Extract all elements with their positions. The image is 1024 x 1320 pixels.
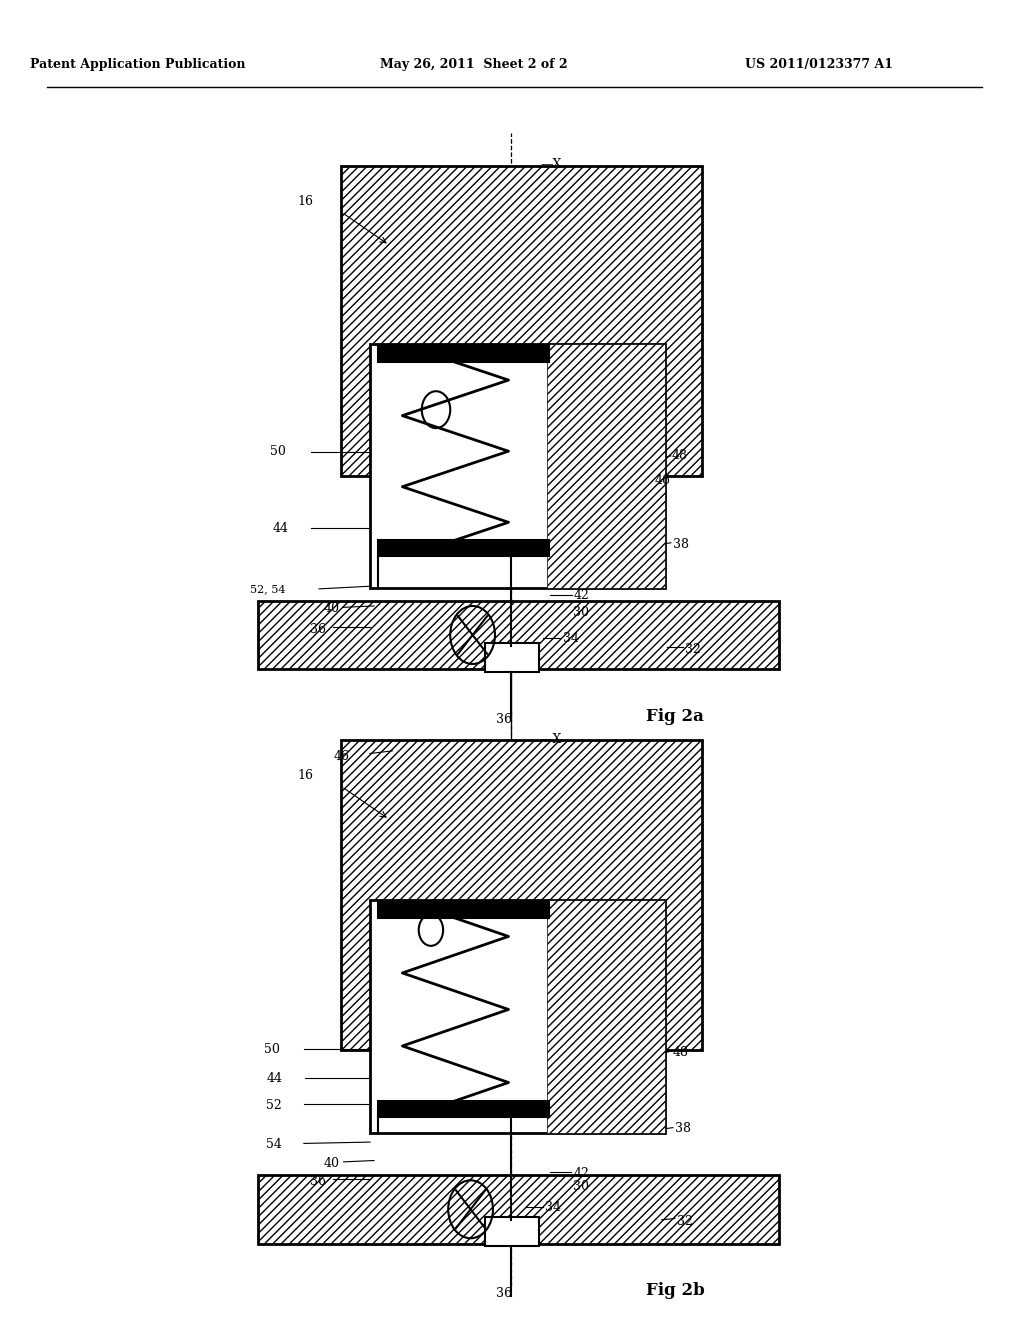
Text: 52: 52 xyxy=(266,1098,282,1111)
Text: 36: 36 xyxy=(496,1287,512,1300)
Text: 48: 48 xyxy=(673,1045,689,1059)
Text: 36: 36 xyxy=(496,713,512,726)
Text: 44: 44 xyxy=(272,521,289,535)
Bar xyxy=(370,345,665,587)
Text: 42: 42 xyxy=(573,1167,589,1180)
Bar xyxy=(370,900,665,1133)
Text: 50: 50 xyxy=(270,445,286,458)
Text: 50: 50 xyxy=(264,1043,281,1056)
Text: —X: —X xyxy=(541,733,562,746)
Text: 40: 40 xyxy=(324,1156,339,1170)
Text: 30: 30 xyxy=(573,606,589,619)
Bar xyxy=(258,601,778,669)
Bar xyxy=(547,345,665,587)
Text: 36: 36 xyxy=(310,623,326,636)
Text: 16: 16 xyxy=(298,195,313,209)
Text: 48: 48 xyxy=(672,449,688,462)
Text: 34: 34 xyxy=(545,1201,561,1214)
Bar xyxy=(484,643,539,672)
Text: 46: 46 xyxy=(654,474,671,487)
Text: Fig 2b: Fig 2b xyxy=(646,1283,706,1299)
Bar xyxy=(378,902,549,919)
Text: Fig 2a: Fig 2a xyxy=(646,708,705,725)
Text: Patent Application Publication: Patent Application Publication xyxy=(31,58,246,71)
Bar xyxy=(484,1217,539,1246)
Text: 54: 54 xyxy=(266,1138,282,1151)
Text: 36: 36 xyxy=(310,1175,326,1188)
Text: —X: —X xyxy=(541,158,562,172)
Text: 42: 42 xyxy=(573,589,589,602)
Bar xyxy=(378,540,549,556)
Bar xyxy=(341,166,702,475)
Bar xyxy=(341,741,702,1049)
Text: 44: 44 xyxy=(266,1072,283,1085)
Bar xyxy=(547,900,665,1133)
Text: 38: 38 xyxy=(675,1122,691,1135)
Text: 40: 40 xyxy=(324,602,339,615)
Text: US 2011/0123377 A1: US 2011/0123377 A1 xyxy=(745,58,893,71)
Text: May 26, 2011  Sheet 2 of 2: May 26, 2011 Sheet 2 of 2 xyxy=(380,58,567,71)
Text: 46: 46 xyxy=(334,750,349,763)
Bar xyxy=(378,346,549,362)
Text: 30: 30 xyxy=(573,1180,589,1193)
Text: 34: 34 xyxy=(563,632,580,645)
Bar xyxy=(258,1175,778,1243)
Text: 32: 32 xyxy=(685,643,701,656)
Bar xyxy=(378,1101,549,1117)
Text: 52, 54: 52, 54 xyxy=(250,583,286,594)
Text: 38: 38 xyxy=(673,537,689,550)
Text: 16: 16 xyxy=(298,770,313,783)
Text: 32: 32 xyxy=(677,1214,693,1228)
